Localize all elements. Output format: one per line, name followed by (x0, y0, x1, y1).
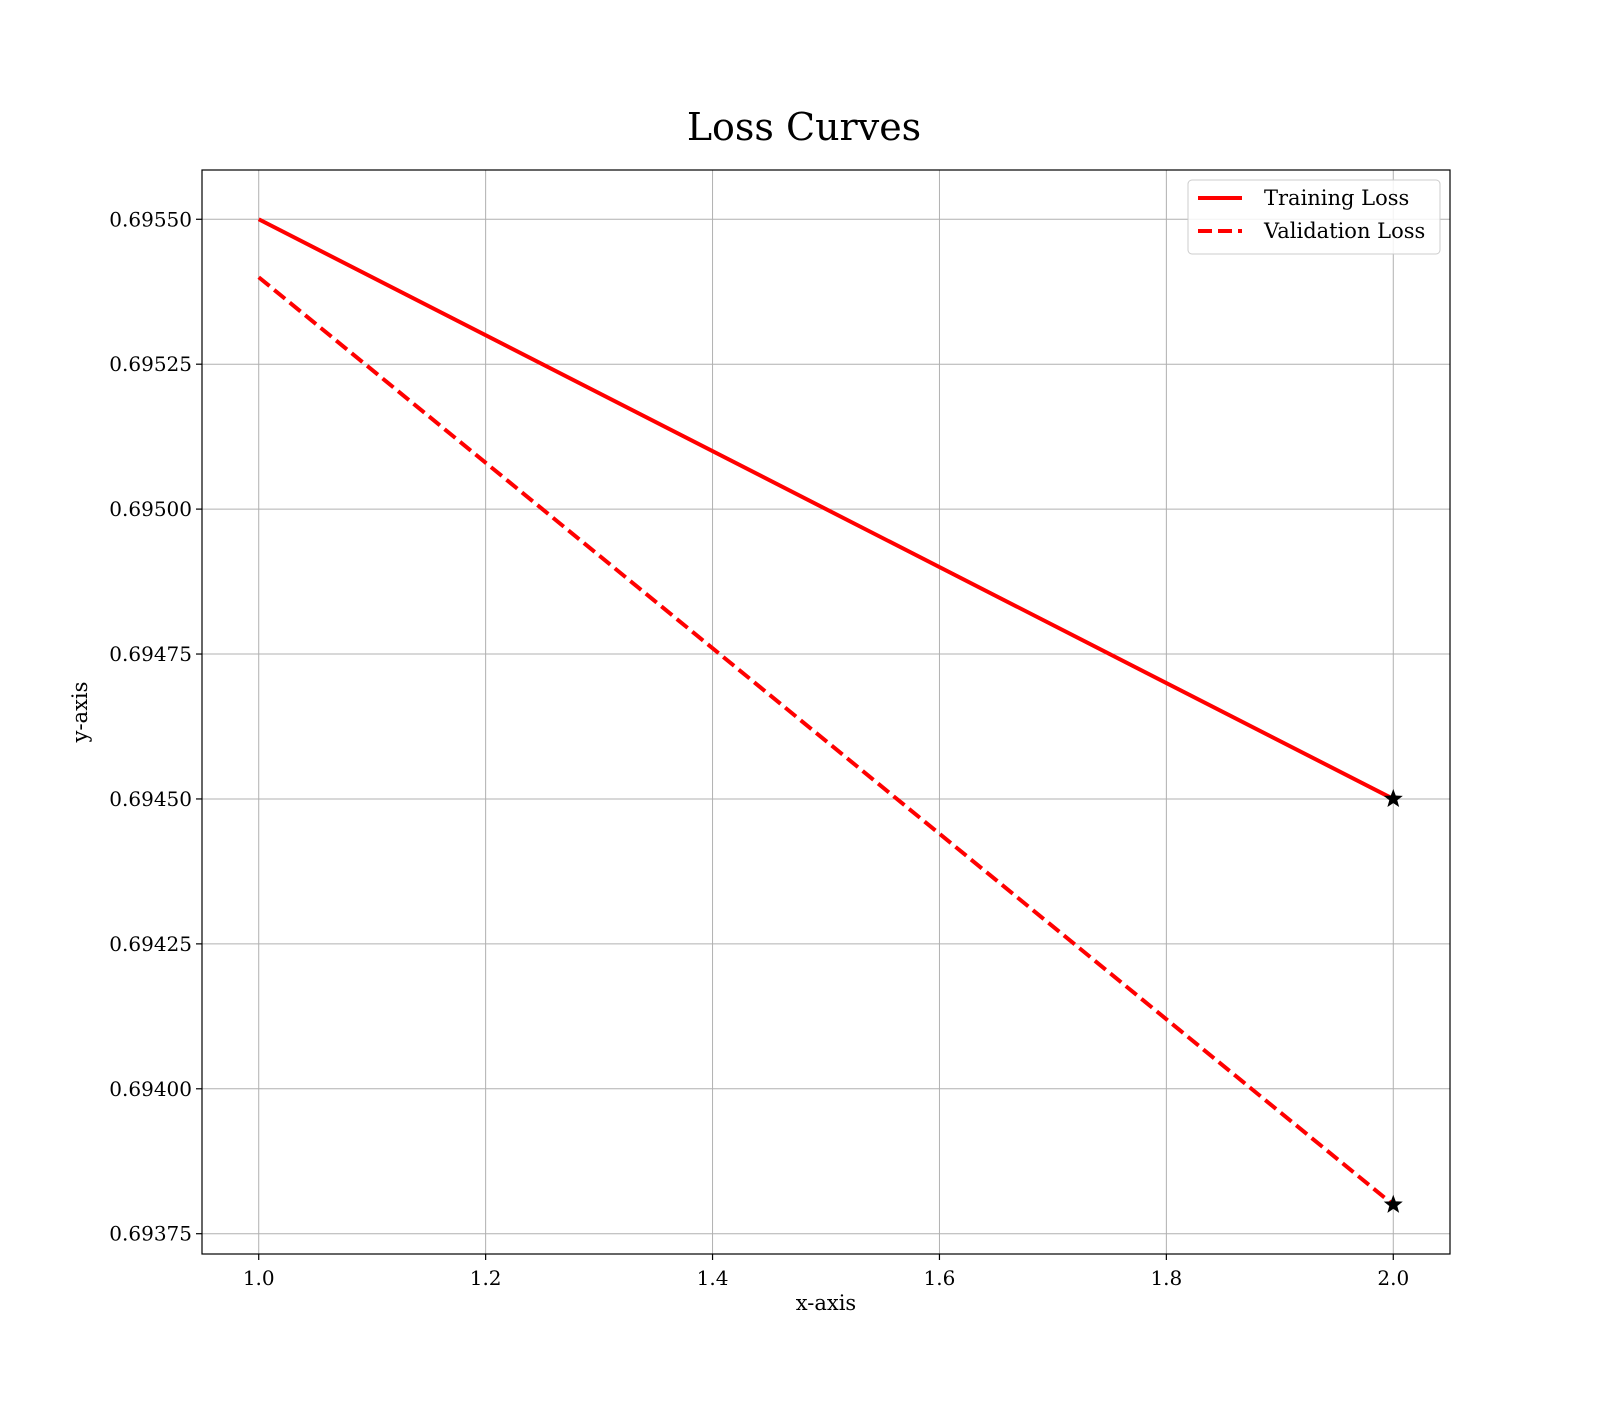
y-tick-label: 0.69500 (109, 497, 192, 521)
x-tick-label: 2.0 (1377, 1266, 1409, 1290)
grid-lines (202, 170, 1450, 1254)
y-tick-label: 0.69525 (109, 352, 192, 376)
legend-entries: Training Loss Validation Loss (1198, 186, 1425, 243)
legend-box (1187, 179, 1441, 255)
legend: Training Loss Validation Loss (1187, 179, 1441, 255)
legend-label: Validation Loss (1263, 219, 1425, 243)
x-axis-ticks: 1.0 1.2 1.4 1.6 1.8 2.0 (243, 1254, 1409, 1290)
y-tick-label: 0.69400 (109, 1077, 192, 1101)
x-tick-label: 1.2 (470, 1266, 502, 1290)
y-tick-label: 0.69550 (109, 207, 192, 231)
legend-label: Training Loss (1264, 186, 1409, 210)
y-tick-label: 0.69375 (109, 1222, 192, 1246)
data-series (257, 217, 1395, 1207)
x-tick-label: 1.6 (924, 1266, 956, 1290)
x-axis-label: x-axis (796, 1291, 856, 1315)
star-marker-icon (1383, 1194, 1403, 1213)
x-tick-label: 1.0 (243, 1266, 275, 1290)
x-tick-label: 1.4 (697, 1266, 729, 1290)
y-tick-label: 0.69475 (109, 642, 192, 666)
plot-frame (201, 169, 1451, 1255)
y-tick-label: 0.69450 (109, 787, 192, 811)
y-axis-ticks: 0.69375 0.69400 0.69425 0.69450 0.69475 0.695… (109, 207, 202, 1246)
y-axis-label: y-axis (68, 682, 92, 744)
chart-title: Loss Curves (687, 105, 921, 149)
y-tick-label: 0.69425 (109, 932, 192, 956)
star-marker-icon (1383, 788, 1403, 808)
series-end-markers (1383, 788, 1403, 1213)
series-line-validation-loss (257, 275, 1395, 1207)
x-tick-label: 1.8 (1150, 1266, 1182, 1290)
series-line-training-loss (257, 217, 1395, 801)
